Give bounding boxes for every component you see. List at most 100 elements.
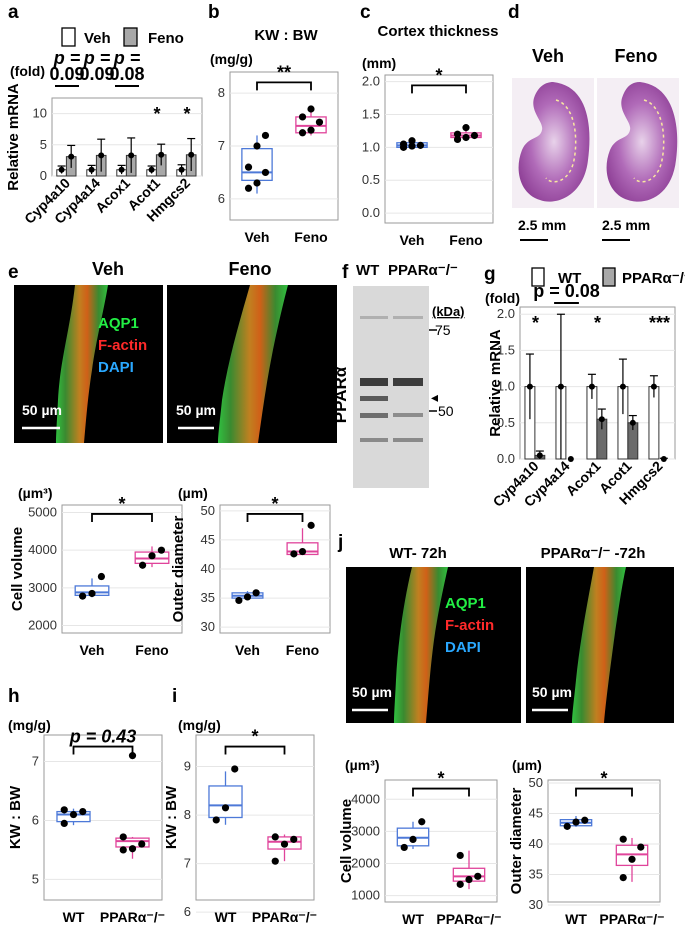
scale-label-feno: 2.5 mm [602,217,650,233]
x-tick-label: Acox1 [563,458,604,499]
data-point [572,818,580,826]
data-point [280,840,289,848]
blot-marker-75: 75 [435,322,451,338]
data-point [619,835,627,843]
significance-bracket [411,84,467,94]
data-point [119,846,127,854]
scale-label-veh: 2.5 mm [518,217,566,233]
data-point [462,133,470,142]
tubule-wt72 [394,567,448,723]
data-point [628,855,636,863]
data-point [271,833,279,841]
image-label-veh: Veh [92,259,124,279]
annotation-value: 0.08 [109,64,144,84]
y-tick-label: 2.0 [497,306,515,321]
axis-unit-label: (mg/g) [210,51,253,67]
y-tick-label: 30 [529,897,543,912]
blot-band-wt-faint [360,316,388,319]
annotation-star: * [153,104,160,124]
data-point [637,843,645,851]
panel-label-d: d [508,2,520,23]
data-point [148,552,156,560]
axis-unit-label: (µm) [512,757,542,773]
stain-label-factin-j: F-actin [445,617,494,634]
data-point [60,819,68,827]
chart-e-cell-volume: 2000 3000 4000 5000 (µm³) Cell volume Veh Feno * [9,485,183,658]
y-tick-label: 8 [184,807,191,822]
significance-bracket [256,81,312,91]
y-tick-label: 0.0 [362,205,380,220]
data-point [138,561,147,569]
data-point [298,547,307,556]
data-point [119,833,127,841]
x-tick-label: WT [215,909,237,925]
y-tick-label: 2000 [351,855,380,870]
significance-bracket [246,513,304,522]
data-point [79,808,87,816]
y-tick-label: 7 [184,856,191,871]
y-tick-label: 45 [201,532,215,547]
y-axis-label: KW : BW [163,785,180,849]
data-point [409,835,417,843]
annotation-value: 0.09 [49,64,84,84]
y-tick-label: 9 [184,759,191,774]
chart-c-cortex-thickness: 0.0 0.5 1.0 1.5 2.0 (mm) Cortex thickness Veh Fe… [362,23,499,248]
image-label-wt72: WT- 72h [389,545,447,562]
blot-band-ko-lower [393,413,423,417]
data-point [128,845,137,853]
axis-unit-label: (µm) [178,485,208,501]
axis-unit-label: (µm³) [345,757,380,773]
y-axis-label: Relative mRNA [487,329,504,437]
y-tick-label: 7 [218,138,225,153]
legend-swatch-wt [531,267,545,287]
kidney-veh-shape [518,82,590,202]
data-point [416,141,425,149]
panel-label-i: i [172,686,177,707]
stain-label-aqp1: AQP1 [98,315,139,332]
blot-label-wt: WT [356,262,379,279]
y-tick-label: 0 [40,168,47,183]
panel-label-a: a [8,2,19,23]
annotation-p: p = [53,48,81,68]
blot-band-wt-low [360,438,388,442]
blot-band-ko-main [393,378,423,386]
annotation-p: p = [83,48,111,68]
chart-title: Cortex thickness [378,23,499,40]
y-tick-label: 3000 [351,823,380,838]
data-point [408,137,416,145]
y-tick-label: 50 [201,503,215,518]
significance-bracket [72,745,134,755]
data-point [221,804,230,812]
y-tick-label: 1.5 [362,106,380,121]
data-point [536,452,543,459]
kidney-label-feno: Feno [615,46,658,66]
data-point [188,151,195,158]
axis-unit-label: (mm) [362,55,396,71]
significance-label: * [437,769,444,789]
chart-j-cell-volume: 1000 2000 3000 4000 (µm³) Cell volume WT PPARα⁻… [338,757,502,927]
y-tick-label: 0.5 [362,172,380,187]
image-label-feno: Feno [229,259,272,279]
plot-frame [61,504,183,634]
annotation-star: * [594,313,601,333]
data-point [453,135,462,144]
data-point [650,383,657,390]
y-tick-label: 0.0 [497,451,515,466]
y-tick-label: 5000 [28,505,57,520]
kidney-feno-cortex-line [633,99,665,183]
chart-title: KW : BW [254,27,318,44]
y-tick-label: 35 [529,867,543,882]
data-point [128,752,137,760]
data-point [58,166,65,173]
stain-label-factin: F-actin [98,337,147,354]
stain-label-dapi: DAPI [98,359,134,376]
blot-marker-50: 50 [438,403,454,419]
y-tick-label: 8 [218,85,225,100]
axis-unit-label: (µm³) [18,485,53,501]
y-tick-label: 1.0 [497,379,515,394]
stain-label-aqp1-j: AQP1 [445,595,486,612]
significance-label: * [251,727,258,747]
annotation-value: 0.09 [79,64,114,84]
y-tick-label: 30 [201,619,215,634]
y-tick-label: 10 [33,106,47,121]
